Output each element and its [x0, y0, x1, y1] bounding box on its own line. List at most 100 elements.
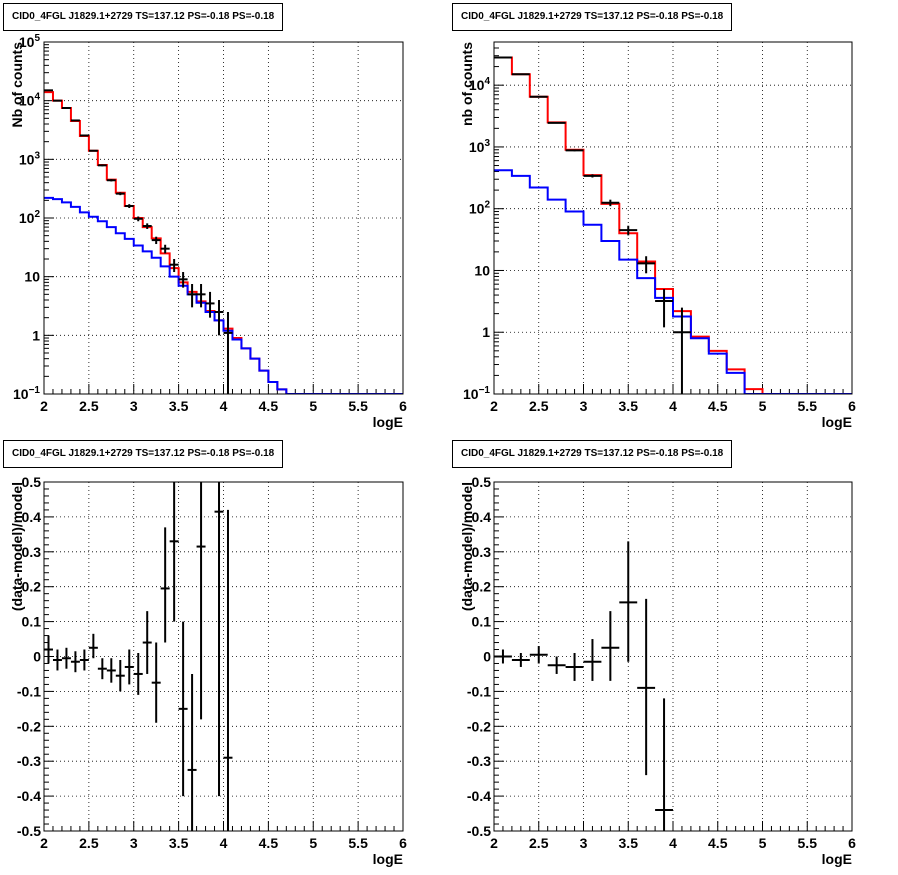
y-tick-label: -0.2	[467, 718, 491, 734]
residual-point	[547, 656, 566, 674]
pad-title: CID0_4FGL J1829.1+2729 TS=137.12 PS=-0.1…	[3, 440, 284, 468]
y-tick-label: -0.1	[17, 683, 41, 699]
x-tick-label: 3.5	[169, 835, 189, 851]
y-tick-label: 0.4	[22, 509, 42, 525]
x-tick-label: 2.5	[529, 835, 549, 851]
x-tick-label: 6	[848, 835, 856, 851]
y-tick-label: -0.4	[467, 788, 491, 804]
plot-area	[44, 482, 233, 831]
y-tick-label: 0.2	[472, 579, 492, 595]
y-tick-label: 104	[19, 92, 41, 109]
x-tick-label: 4.5	[708, 398, 728, 414]
pad-title: CID0_4FGL J1829.1+2729 TS=137.12 PS=-0.1…	[3, 3, 284, 31]
y-tick-label: 0.3	[472, 544, 492, 560]
y-tick-label: 0.3	[22, 544, 42, 560]
residual-point	[88, 633, 98, 659]
pad-title: CID0_4FGL J1829.1+2729 TS=137.12 PS=-0.1…	[452, 3, 733, 31]
data-point	[655, 289, 673, 328]
residual-point	[601, 611, 620, 681]
residual-point	[61, 647, 71, 669]
y-tick-label: 103	[469, 138, 491, 155]
y-tick-label: 103	[19, 150, 41, 167]
x-tick-label: 5.5	[348, 398, 368, 414]
x-axis-label: logE	[373, 851, 403, 867]
data-point	[88, 149, 98, 152]
plot-frame	[493, 41, 853, 395]
series-step-line	[494, 169, 852, 394]
residual-point	[655, 698, 673, 831]
data-point	[151, 236, 161, 245]
residual-point	[583, 639, 602, 681]
grid-lines	[494, 482, 852, 831]
x-tick-label: 2.5	[529, 398, 549, 414]
data-point	[124, 204, 134, 209]
grid-lines	[44, 482, 403, 831]
pad-top-left: CID0_4FGL J1829.1+2729 TS=137.12 PS=-0.1…	[0, 0, 449, 437]
x-tick-label: 5.5	[798, 398, 818, 414]
y-tick-label: 0	[483, 649, 491, 665]
data-point	[70, 119, 80, 122]
data-point	[205, 291, 215, 318]
residual-point	[151, 642, 161, 723]
data-point	[637, 256, 656, 274]
data-point	[178, 272, 188, 288]
x-tick-label: 4	[669, 398, 677, 414]
y-tick-label: 0.5	[22, 474, 42, 490]
residual-point	[52, 649, 62, 671]
x-tick-label: 2	[490, 835, 498, 851]
series-step-line	[494, 56, 852, 394]
pad-svg: 2 2.5 3 3.5 4 4.5 5 5.5 6 -0.5 -0.4 -0.3 -0.2 -0.1 0 0.…	[459, 474, 856, 867]
residual-point	[70, 651, 80, 673]
data-point	[196, 283, 206, 308]
x-tick-label: 4	[220, 398, 228, 414]
data-point	[169, 259, 179, 273]
residual-point	[196, 482, 206, 720]
x-tick-label: 2	[490, 398, 498, 414]
residual-point	[160, 527, 170, 643]
y-tick-label: -0.3	[467, 753, 491, 769]
residual-point	[637, 598, 656, 776]
y-tick-label: 1	[32, 327, 40, 343]
data-point	[115, 192, 125, 196]
data-point	[97, 164, 107, 167]
residual-point	[214, 482, 224, 797]
x-tick-label: 5	[759, 398, 767, 414]
y-tick-label: 102	[19, 209, 41, 226]
residual-point	[169, 482, 179, 622]
x-tick-label: 5.5	[348, 835, 368, 851]
data-point	[673, 307, 691, 394]
y-tick-label: 10	[24, 269, 40, 285]
data-point	[160, 244, 170, 254]
y-axis-label: Nb of counts	[9, 42, 25, 128]
x-tick-label: 6	[399, 398, 407, 414]
data-point	[583, 174, 602, 178]
data-point	[214, 300, 224, 336]
data-point	[142, 223, 152, 229]
x-tick-label: 4.5	[259, 398, 279, 414]
y-tick-label: -0.5	[17, 823, 41, 839]
residual-point	[142, 611, 152, 674]
series-step-line	[44, 91, 403, 394]
residual-point	[79, 649, 89, 671]
axis-ticks	[493, 481, 853, 832]
data-point	[52, 99, 62, 102]
data-point	[44, 89, 53, 92]
pad-top-right: CID0_4FGL J1829.1+2729 TS=137.12 PS=-0.1…	[449, 0, 898, 437]
x-tick-label: 4.5	[259, 835, 279, 851]
residual-point	[619, 541, 638, 662]
x-tick-label: 5	[309, 835, 317, 851]
x-tick-label: 4	[220, 835, 228, 851]
plot-frame	[43, 41, 404, 395]
plot-frame	[43, 481, 404, 832]
y-axis-label: nb of counts	[459, 42, 475, 126]
y-tick-label: -0.2	[17, 718, 41, 734]
pad-title: CID0_4FGL J1829.1+2729 TS=137.12 PS=-0.1…	[452, 440, 733, 468]
y-axis-label: (data-model)/model	[9, 482, 25, 611]
residual-point	[106, 658, 116, 683]
x-tick-label: 5	[759, 835, 767, 851]
y-tick-label: 102	[469, 200, 491, 217]
y-tick-label: -0.1	[467, 683, 491, 699]
x-tick-label: 2	[40, 835, 48, 851]
y-tick-label: 0	[33, 649, 41, 665]
y-tick-label: 0.4	[472, 509, 492, 525]
